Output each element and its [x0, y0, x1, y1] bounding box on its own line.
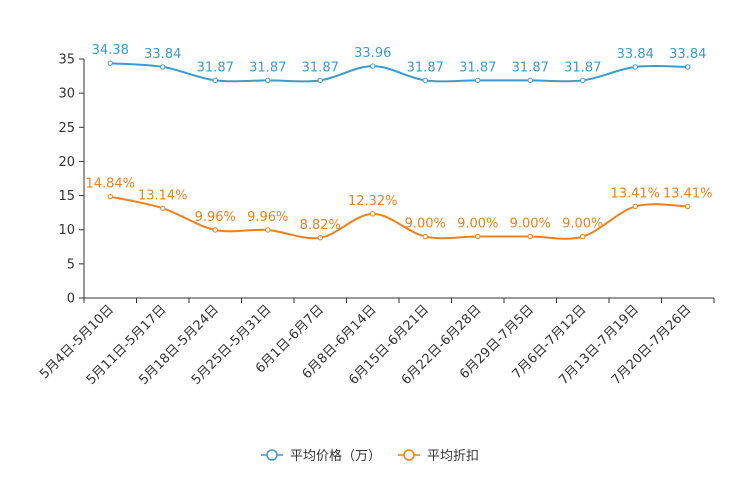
series-avg-discount: 14.84%13.14% 9.96% 9.96% 8.82% 12.32% 9.00% 9.… — [85, 177, 713, 241]
y-tick-label: 30 — [58, 87, 75, 102]
data-label: 34.38 — [92, 43, 129, 58]
data-label: 33.84 — [669, 47, 706, 62]
data-label: 9.96% — [195, 210, 236, 225]
x-axis: 5月4日-5月10日5月11日-5月17日5月18日-5月24日5月25日-5月… — [37, 297, 715, 388]
data-point — [685, 203, 691, 210]
data-point — [685, 64, 691, 70]
series-line — [110, 195, 688, 240]
data-label: 9.00% — [510, 217, 551, 232]
data-label: 9.00% — [405, 217, 446, 232]
data-point — [107, 60, 113, 66]
data-point — [632, 203, 638, 210]
data-point — [580, 233, 586, 240]
data-point — [580, 77, 586, 84]
legend-item: 平均价格（万） — [261, 448, 381, 464]
data-point — [632, 64, 638, 70]
y-tick-label: 5 — [67, 257, 75, 272]
data-point — [265, 227, 271, 233]
data-label: 31.87 — [512, 60, 549, 75]
data-label: 9.96% — [247, 210, 288, 225]
data-label: 14.84% — [85, 177, 135, 192]
data-point — [370, 63, 376, 69]
data-point — [160, 64, 166, 70]
data-point — [212, 227, 218, 233]
data-point — [265, 77, 271, 84]
data-label: 31.87 — [459, 60, 496, 75]
data-label: 9.00% — [562, 217, 603, 232]
y-tick-label: 25 — [58, 121, 75, 136]
y-tick-label: 10 — [58, 223, 75, 238]
y-tick-label: 20 — [58, 155, 75, 170]
y-tick-label: 35 — [58, 53, 75, 68]
legend-label: 平均折扣 — [427, 449, 479, 464]
y-axis: 0 5 10 15 20 25 30 35 — [58, 53, 85, 307]
data-point — [370, 211, 376, 217]
data-point — [527, 77, 533, 84]
data-label: 31.87 — [407, 60, 444, 75]
data-label: 31.87 — [302, 60, 339, 75]
data-point — [422, 77, 428, 84]
data-label: 31.87 — [564, 60, 601, 75]
legend: 平均价格（万） 平均折扣 — [261, 448, 479, 464]
data-label: 13.41% — [610, 186, 660, 201]
data-point — [475, 77, 481, 84]
data-point — [212, 77, 218, 84]
data-label: 13.14% — [138, 188, 188, 203]
data-label: 9.00% — [457, 217, 498, 232]
series-line — [110, 62, 688, 83]
data-label: 33.84 — [144, 47, 181, 62]
data-point — [317, 235, 323, 241]
data-label: 31.87 — [197, 60, 234, 75]
data-label: 13.41% — [663, 186, 713, 201]
data-point — [160, 205, 166, 211]
legend-marker-icon — [266, 449, 278, 461]
data-label: 33.96 — [354, 46, 391, 61]
data-label: 31.87 — [249, 60, 286, 75]
data-label: 8.82% — [300, 218, 341, 233]
data-point — [107, 193, 113, 200]
legend-item: 平均折扣 — [398, 449, 479, 464]
data-point — [475, 233, 481, 240]
data-point — [317, 77, 323, 84]
y-tick-label: 15 — [58, 189, 75, 204]
data-label: 12.32% — [348, 194, 398, 209]
y-tick-label: 0 — [67, 292, 75, 307]
series-avg-price: 34.38 33.84 31.87 31.87 31.87 33.96 31.87 31.87… — [92, 43, 706, 84]
legend-marker-icon — [403, 449, 415, 461]
data-point — [422, 233, 428, 240]
data-point — [527, 233, 533, 240]
data-label: 33.84 — [617, 47, 654, 62]
legend-label: 平均价格（万） — [290, 448, 381, 464]
series-layer: 34.38 33.84 31.87 31.87 31.87 33.96 31.87 31.87… — [85, 43, 713, 241]
